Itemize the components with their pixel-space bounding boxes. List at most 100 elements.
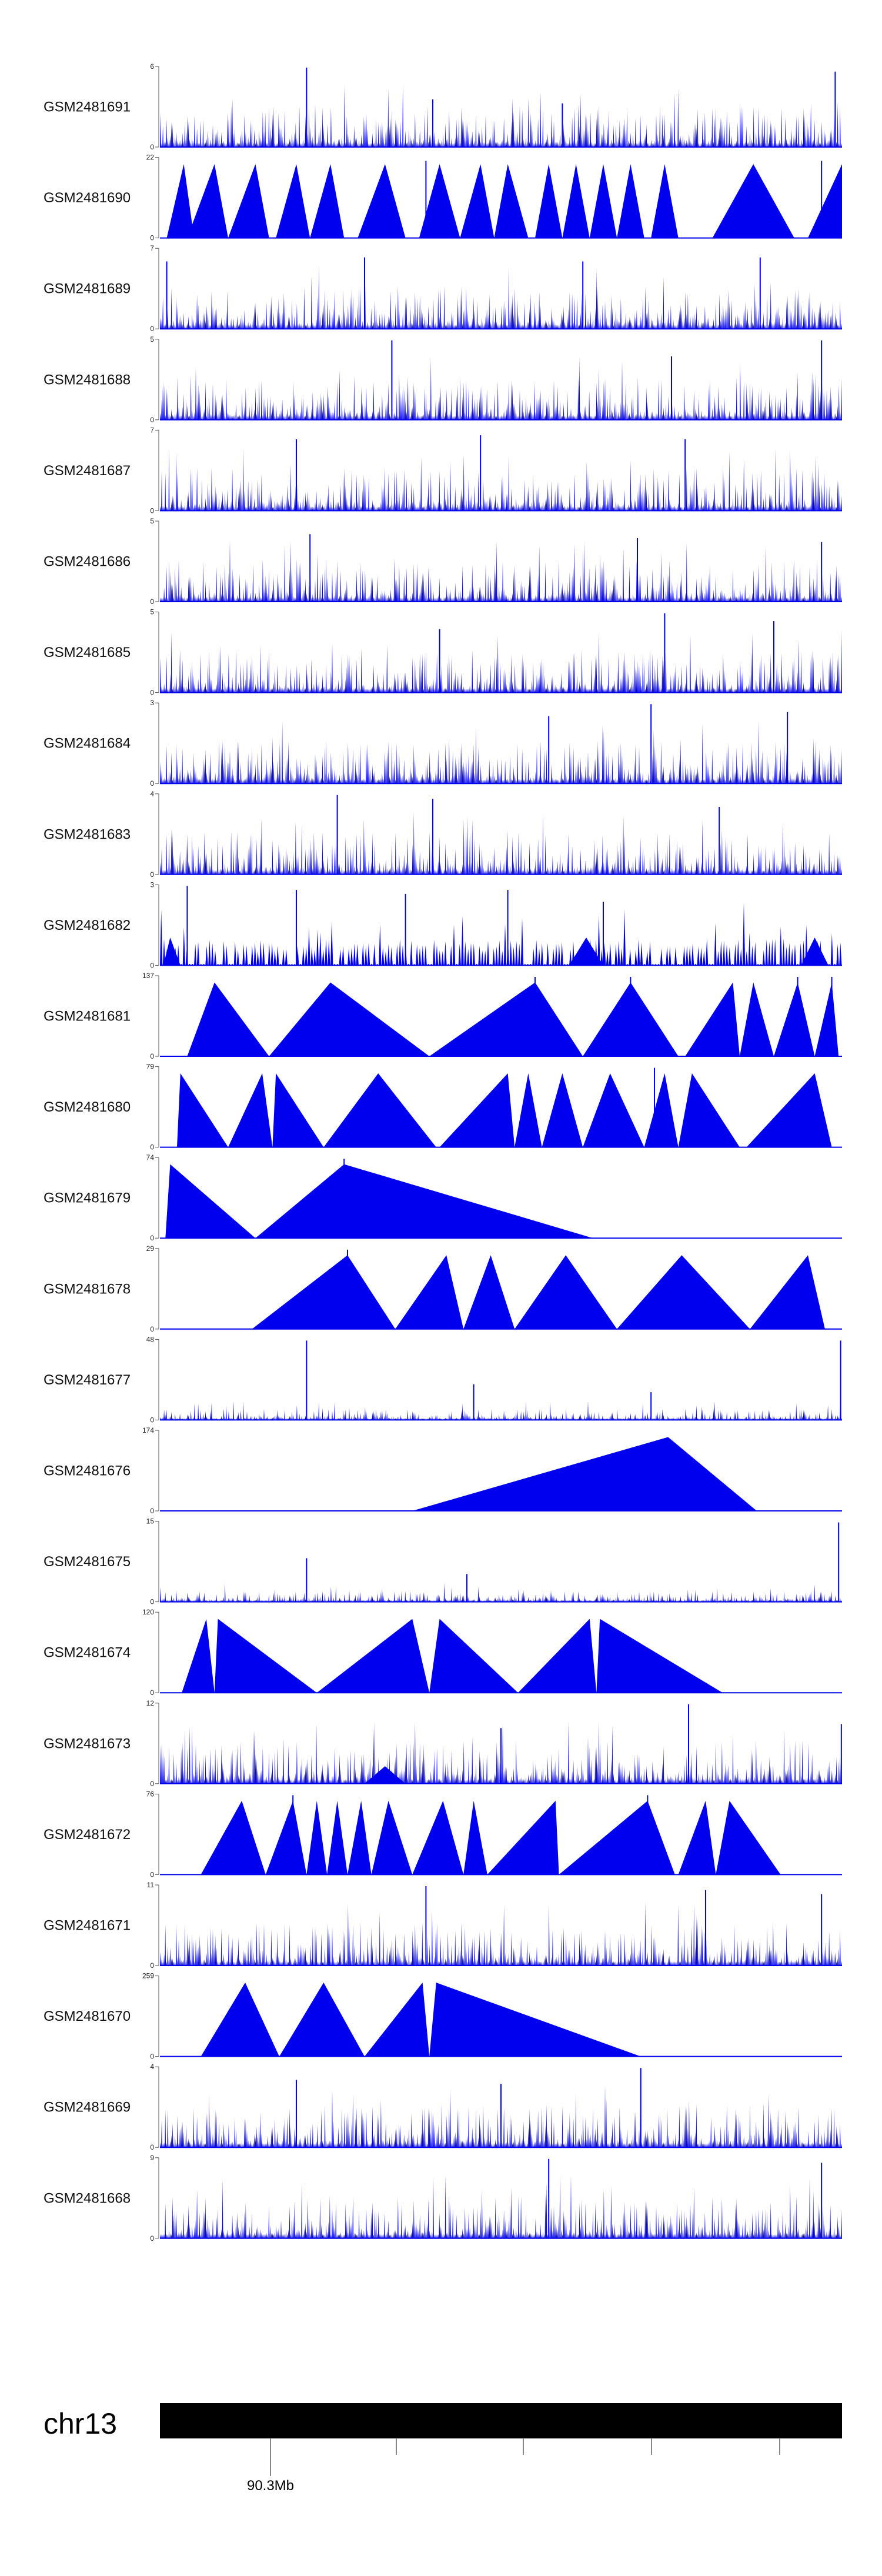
coverage-peak-region — [395, 1255, 464, 1329]
coverage-area — [160, 812, 842, 875]
y-max-label: 76 — [146, 1790, 155, 1798]
track-GSM2481685: GSM2481685 5 0 — [44, 608, 842, 697]
track-label: GSM2481685 — [44, 645, 131, 660]
coverage-peak-region — [316, 1619, 430, 1693]
track-label: GSM2481675 — [44, 1554, 131, 1570]
coverage-peak-region — [569, 937, 603, 966]
track-label: GSM2481677 — [44, 1372, 131, 1388]
coverage-peak-region — [583, 1073, 644, 1147]
track-GSM2481674: GSM2481674 120 0 — [44, 1608, 842, 1697]
coverage-peak-region — [644, 1073, 679, 1147]
y-min-label: 0 — [150, 1961, 154, 1970]
coverage-peak-region — [201, 1983, 279, 2057]
coverage-peak-region — [348, 1800, 372, 1875]
coverage-peak-region — [310, 164, 345, 238]
y-min-label: 0 — [150, 689, 154, 697]
y-min-label: 0 — [150, 506, 154, 515]
coverage-peak-region — [412, 1800, 464, 1875]
track-GSM2481668: GSM2481668 9 0 — [44, 2154, 842, 2243]
y-min-label: 0 — [150, 1234, 154, 1242]
y-max-label: 48 — [146, 1335, 155, 1343]
track-label: GSM2481676 — [44, 1463, 131, 1479]
coverage-peak-region — [439, 1073, 515, 1147]
coverage-peak-region — [228, 1073, 273, 1147]
track-label: GSM2481690 — [44, 190, 131, 206]
coverage-peak-region — [419, 164, 460, 238]
y-max-label: 259 — [142, 1972, 154, 1980]
coverage-peak-region — [814, 982, 839, 1056]
track-GSM2481686: GSM2481686 5 0 — [44, 517, 842, 606]
coverage-area — [160, 448, 842, 511]
coverage-area — [160, 1902, 842, 1966]
y-min-label: 0 — [150, 1689, 154, 1697]
y-max-label: 5 — [150, 608, 154, 616]
track-GSM2481677: GSM2481677 48 0 — [44, 1335, 842, 1424]
chromosome-bar — [160, 2403, 842, 2438]
coverage-peak-region — [269, 982, 430, 1056]
coverage-peak-region — [165, 1164, 256, 1239]
track-GSM2481681: GSM2481681 137 0 — [44, 972, 842, 1060]
track-GSM2481671: GSM2481671 11 0 — [44, 1881, 842, 1970]
track-GSM2481669: GSM2481669 4 0 — [44, 2063, 842, 2151]
y-min-label: 0 — [150, 143, 154, 151]
y-min-label: 0 — [150, 1325, 154, 1333]
y-max-label: 3 — [150, 880, 154, 889]
y-max-label: 74 — [146, 1153, 155, 1162]
coverage-peak-region — [166, 164, 194, 238]
track-GSM2481683: GSM2481683 4 0 — [44, 790, 842, 879]
coverage-peak-region — [163, 937, 181, 966]
coverage-peak-region — [542, 1073, 583, 1147]
coverage-peak-region — [651, 164, 679, 238]
y-min-label: 0 — [150, 1507, 154, 1515]
coverage-peak-region — [429, 1983, 641, 2057]
y-min-label: 0 — [150, 1416, 154, 1424]
y-max-label: 6 — [150, 62, 154, 71]
y-max-label: 79 — [146, 1063, 155, 1071]
y-max-label: 4 — [150, 790, 154, 798]
track-GSM2481684: GSM2481684 3 0 — [44, 699, 842, 788]
track-GSM2481678: GSM2481678 29 0 — [44, 1244, 842, 1333]
track-GSM2481687: GSM2481687 7 0 — [44, 426, 842, 515]
coverage-peak-region — [463, 1800, 487, 1875]
y-min-label: 0 — [150, 1143, 154, 1152]
coverage-area — [160, 720, 842, 784]
y-max-label: 5 — [150, 517, 154, 525]
track-label: GSM2481669 — [44, 2100, 131, 2115]
track-label: GSM2481680 — [44, 1099, 131, 1115]
track-label: GSM2481691 — [44, 99, 131, 115]
y-max-label: 5 — [150, 335, 154, 343]
track-label: GSM2481679 — [44, 1190, 131, 1206]
coverage-peak-region — [514, 1073, 542, 1147]
track-GSM2481676: GSM2481676 174 0 — [44, 1426, 842, 1515]
coverage-peak-region — [187, 164, 228, 238]
track-GSM2481675: GSM2481675 15 0 — [44, 1517, 842, 1606]
track-label: GSM2481687 — [44, 463, 131, 479]
track-GSM2481682: GSM2481682 3 0 — [44, 880, 842, 969]
coverage-peak-region — [746, 1073, 832, 1147]
track-label: GSM2481681 — [44, 1009, 131, 1025]
track-GSM2481670: GSM2481670 259 0 — [44, 1972, 842, 2061]
y-min-label: 0 — [150, 234, 154, 242]
genome-axis — [160, 2438, 842, 2476]
coverage-peak-region — [685, 982, 740, 1056]
track-GSM2481680: GSM2481680 79 0 — [44, 1063, 842, 1152]
track-label: GSM2481684 — [44, 736, 131, 752]
y-min-label: 0 — [150, 779, 154, 788]
y-max-label: 7 — [150, 244, 154, 252]
coverage-peak-region — [808, 164, 842, 238]
coverage-area — [160, 85, 842, 147]
coverage-peak-region — [494, 164, 529, 238]
y-max-label: 3 — [150, 699, 154, 707]
coverage-peak-region — [327, 1800, 348, 1875]
y-max-label: 29 — [146, 1244, 155, 1253]
coverage-peak-region — [562, 164, 590, 238]
y-max-label: 12 — [146, 1699, 155, 1707]
track-label: GSM2481682 — [44, 917, 131, 933]
coverage-peak-region — [750, 1255, 825, 1329]
coverage-peak-region — [177, 1073, 228, 1147]
y-min-label: 0 — [150, 2143, 154, 2151]
track-GSM2481673: GSM2481673 12 0 — [44, 1699, 842, 1788]
coverage-peak-region — [716, 1800, 781, 1875]
coverage-peak-region — [272, 1073, 324, 1147]
track-label: GSM2481674 — [44, 1645, 131, 1661]
